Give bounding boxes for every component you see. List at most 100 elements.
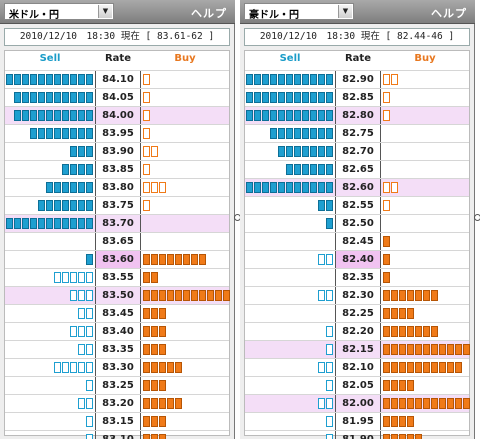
sell-volume-block xyxy=(286,74,293,85)
buy-cell xyxy=(381,161,469,178)
sell-volume-block xyxy=(262,74,269,85)
rate-cell: 83.20 xyxy=(95,395,141,412)
buy-volume-bars xyxy=(143,344,166,355)
sell-volume-bars xyxy=(70,326,93,337)
chevron-down-icon[interactable]: ▼ xyxy=(338,5,352,18)
buy-volume-block xyxy=(151,398,158,409)
buy-cell xyxy=(141,215,229,232)
sell-volume-block xyxy=(30,74,37,85)
help-link[interactable]: ヘルプ xyxy=(191,7,227,20)
buy-volume-block xyxy=(399,308,406,319)
buy-volume-block xyxy=(383,236,390,247)
sell-cell xyxy=(245,269,335,286)
sell-volume-bars xyxy=(6,74,93,85)
sell-volume-block xyxy=(246,110,253,121)
sell-volume-block xyxy=(78,128,85,139)
sell-volume-block xyxy=(86,398,93,409)
help-link[interactable]: ヘルプ xyxy=(431,7,467,20)
buy-volume-block xyxy=(143,380,150,391)
buy-volume-block xyxy=(423,290,430,301)
table-row: 83.20 xyxy=(5,394,229,412)
buy-cell xyxy=(141,197,229,214)
buy-volume-bars xyxy=(143,146,158,157)
sell-volume-block xyxy=(254,74,261,85)
buy-volume-block xyxy=(191,254,198,265)
buy-volume-block xyxy=(151,380,158,391)
buy-volume-bars xyxy=(143,200,150,211)
buy-volume-bars xyxy=(383,308,414,319)
sell-volume-bars xyxy=(78,308,93,319)
buy-volume-block xyxy=(455,362,462,373)
buy-volume-block xyxy=(423,326,430,337)
buy-cell xyxy=(381,197,469,214)
sell-cell xyxy=(5,143,95,160)
order-rows: 84.10 84.05 84.00 83.95 83.90 83.85 83.80 83.75… xyxy=(5,70,230,439)
table-row: 83.75 xyxy=(5,196,229,214)
buy-volume-block xyxy=(383,380,390,391)
buy-volume-block xyxy=(151,290,158,301)
buy-volume-block xyxy=(383,272,390,283)
sell-volume-block xyxy=(302,182,309,193)
sell-volume-block xyxy=(310,110,317,121)
buy-volume-block xyxy=(407,290,414,301)
sell-cell xyxy=(5,71,95,88)
buy-volume-bars xyxy=(143,128,150,139)
sell-volume-block xyxy=(62,272,69,283)
buy-volume-bars xyxy=(143,416,166,427)
sell-volume-bars xyxy=(86,434,93,439)
sell-cell xyxy=(5,125,95,142)
sell-volume-bars xyxy=(246,182,333,193)
sell-volume-bars xyxy=(70,146,93,157)
table-header: Sell Rate Buy xyxy=(5,51,229,70)
sell-volume-block xyxy=(326,344,333,355)
table-row: 83.55 xyxy=(5,268,229,286)
sell-volume-bars xyxy=(318,398,333,409)
buy-volume-bars xyxy=(383,380,414,391)
buy-volume-block xyxy=(159,416,166,427)
rate-cell: 82.30 xyxy=(335,287,381,304)
buy-volume-block xyxy=(159,434,166,439)
sell-volume-block xyxy=(246,92,253,103)
rate-cell: 83.70 xyxy=(95,215,141,232)
sell-volume-block xyxy=(326,92,333,103)
sell-volume-bars xyxy=(246,74,333,85)
buy-volume-bars xyxy=(383,326,438,337)
sell-volume-block xyxy=(62,182,69,193)
buy-volume-block xyxy=(391,308,398,319)
buy-volume-block xyxy=(407,308,414,319)
sell-volume-block xyxy=(326,74,333,85)
currency-pair-select[interactable]: 豪ドル・円 ▼ xyxy=(244,3,354,21)
buy-volume-block xyxy=(383,344,390,355)
sell-volume-block xyxy=(326,110,333,121)
buy-volume-bars xyxy=(143,182,166,193)
buy-cell xyxy=(381,143,469,160)
buy-volume-block xyxy=(463,398,470,409)
buy-volume-block xyxy=(383,326,390,337)
buy-volume-block xyxy=(159,308,166,319)
sell-volume-bars xyxy=(326,344,333,355)
table-row: 82.75 xyxy=(245,124,469,142)
sell-volume-block xyxy=(70,272,77,283)
table-row: 82.55 xyxy=(245,196,469,214)
sell-volume-block xyxy=(14,218,21,229)
currency-pair-value: 米ドル・円 xyxy=(9,10,59,21)
rate-cell: 82.65 xyxy=(335,161,381,178)
sell-volume-block xyxy=(310,92,317,103)
currency-pair-select[interactable]: 米ドル・円 ▼ xyxy=(4,3,114,21)
panel-toolbar: 米ドル・円 ▼ ヘルプ xyxy=(0,0,235,24)
sell-cell xyxy=(245,323,335,340)
table-row: 81.90 xyxy=(245,430,469,439)
buy-cell xyxy=(141,125,229,142)
buy-volume-block xyxy=(143,344,150,355)
buy-volume-block xyxy=(383,434,390,439)
buy-volume-block xyxy=(415,344,422,355)
chevron-down-icon[interactable]: ▼ xyxy=(98,5,112,18)
buy-cell xyxy=(381,431,469,439)
buy-volume-block xyxy=(167,254,174,265)
buy-volume-block xyxy=(439,344,446,355)
rate-cell: 83.65 xyxy=(95,233,141,250)
buy-volume-block xyxy=(215,290,222,301)
buy-volume-block xyxy=(151,182,158,193)
sell-cell xyxy=(245,287,335,304)
splitter-handle[interactable] xyxy=(474,214,480,221)
